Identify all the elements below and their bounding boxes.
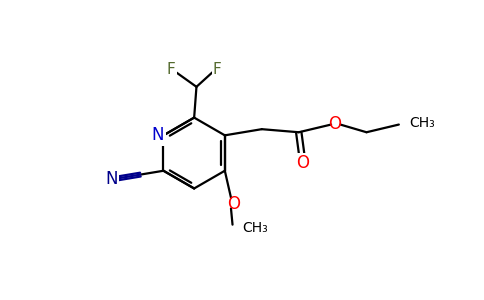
Text: N: N	[152, 126, 165, 144]
Text: F: F	[166, 62, 175, 77]
Text: O: O	[227, 195, 240, 213]
Text: O: O	[296, 154, 309, 172]
Text: O: O	[329, 115, 341, 133]
Text: CH₃: CH₃	[242, 221, 268, 236]
Text: CH₃: CH₃	[409, 116, 436, 130]
Text: F: F	[213, 62, 222, 77]
Text: N: N	[106, 170, 118, 188]
